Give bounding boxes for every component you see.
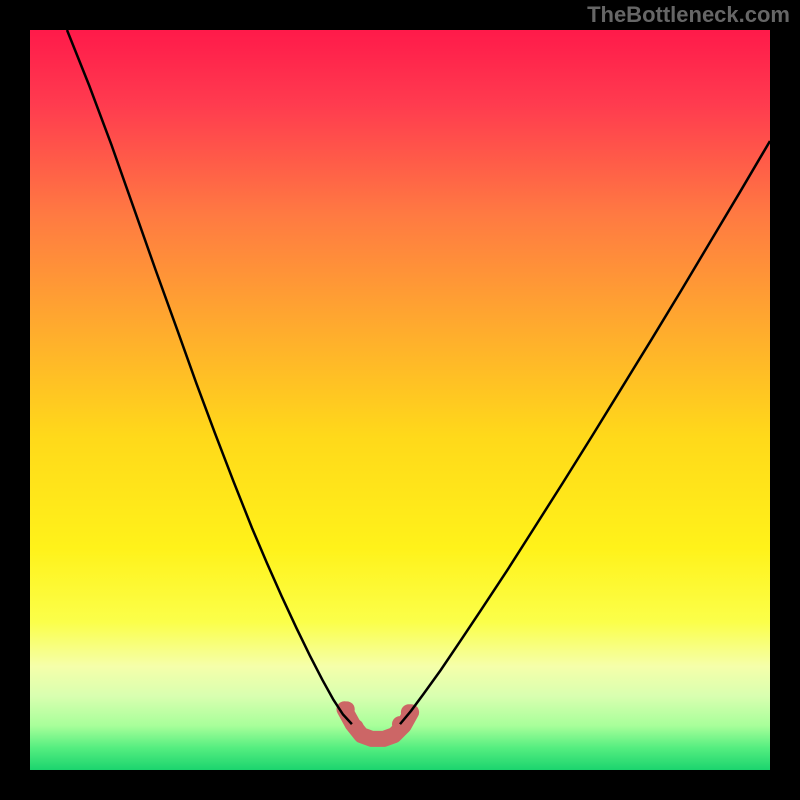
right-bottleneck-curve [400, 141, 770, 724]
watermark-text: TheBottleneck.com [587, 2, 790, 28]
curve-layer [30, 30, 770, 770]
left-bottleneck-curve [67, 30, 352, 724]
chart-plot-area [30, 30, 770, 770]
